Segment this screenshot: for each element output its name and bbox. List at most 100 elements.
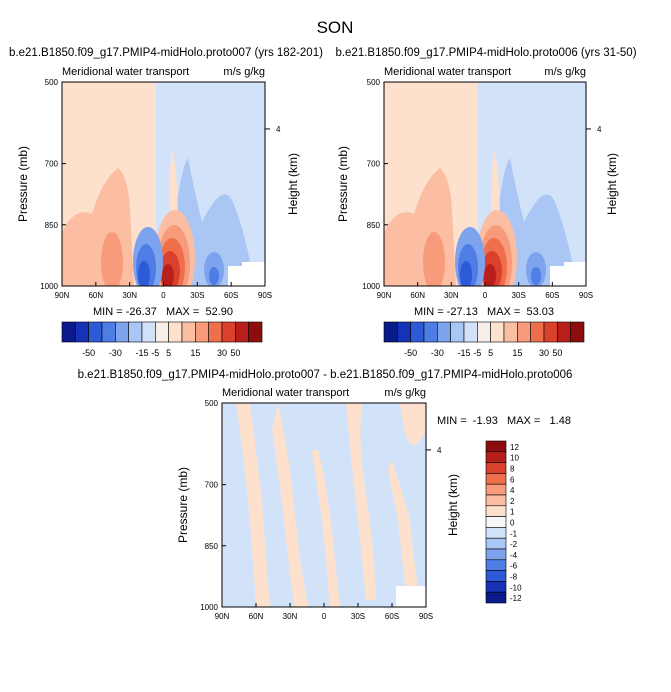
panel-2-colorbar-swatch bbox=[397, 321, 411, 343]
panel-3-plot bbox=[221, 402, 427, 608]
panel-3-warm-upper-right bbox=[400, 403, 426, 445]
panel-1-title: b.e21.B1850.f09_g17.PMIP4-midHolo.proto0… bbox=[9, 47, 323, 59]
panel-2-warm-l5 bbox=[484, 264, 496, 286]
panel-1-ytick-label: 500 bbox=[45, 78, 59, 87]
panel-3-colorbar-label: -8 bbox=[510, 573, 518, 582]
panel-2-ylabel-right: Height (km) bbox=[605, 153, 619, 215]
panel-3-ytick-label: 500 bbox=[205, 399, 219, 408]
panel-2-colorbar-swatch bbox=[530, 321, 545, 343]
panel-3-axes: 90N 60N 30N 0 30S 60S 90S 500 700 850 1000 4 bbox=[200, 399, 442, 621]
panel-1-colorbar-swatch bbox=[61, 321, 76, 343]
panel-2-colorbar-label: 5 bbox=[488, 348, 493, 358]
panel-3-colorbar-swatch bbox=[485, 473, 507, 485]
panel-3-colorbar-swatch bbox=[485, 462, 507, 474]
panel-1-colorbar-label: -30 bbox=[109, 348, 122, 358]
panel-1-topography-south bbox=[242, 262, 265, 286]
panel-2-warm-north bbox=[423, 232, 445, 286]
panel-1-colorbar-label: -50 bbox=[82, 348, 95, 358]
panel-3-colorbar-swatch bbox=[485, 527, 507, 539]
panel-2-xtick-label: 60N bbox=[410, 291, 425, 300]
panel-3-colorbar-swatch bbox=[485, 483, 507, 496]
panel-1-colorbar-label: -15 bbox=[135, 348, 148, 358]
panel-2-colorbar-label: 50 bbox=[552, 348, 562, 358]
panel-1-colorbar-swatch bbox=[248, 321, 263, 343]
panel-1-shade-upper-south bbox=[169, 150, 178, 230]
panel-2-ytick-label: 500 bbox=[367, 78, 381, 87]
panel-1-xtick-label: 30N bbox=[122, 291, 137, 300]
panel-1-colorbar-swatch bbox=[75, 321, 89, 343]
panel-1-ytick-right-label: 4 bbox=[276, 125, 281, 134]
panel-3-colorbar-label: -6 bbox=[510, 562, 518, 571]
panel-3-xtick-label: 30S bbox=[351, 612, 365, 621]
panel-2-shade-upper-south bbox=[491, 150, 500, 230]
panel-1-colorbar-label: 5 bbox=[166, 348, 171, 358]
panel-2-colorbar-swatch bbox=[517, 321, 531, 343]
panel-2-colorbar-swatch bbox=[437, 321, 451, 343]
panel-1-colorbar-swatch bbox=[88, 321, 103, 343]
panel-1-stats: MIN = -26.37 MAX = 52.90 bbox=[93, 306, 233, 318]
panel-2: b.e21.B1850.f09_g17.PMIP4-midHolo.proto0… bbox=[335, 47, 636, 358]
panel-2-colorbar-swatch bbox=[383, 321, 398, 343]
panel-2-ylabel: Pressure (mb) bbox=[336, 146, 350, 222]
panel-3-subtitle-left: Meridional water transport bbox=[222, 387, 349, 399]
panel-3-colorbar-label: 4 bbox=[510, 486, 515, 495]
panel-3-xtick-label: 0 bbox=[322, 612, 327, 621]
panel-3-ylabel-right: Height (km) bbox=[446, 474, 460, 536]
panel-3-colorbar-swatch bbox=[485, 570, 507, 582]
panel-2-colorbar-swatch bbox=[463, 321, 478, 343]
panel-3-xtick-label: 60N bbox=[249, 612, 264, 621]
panel-2-xtick-label: 30N bbox=[444, 291, 459, 300]
panel-3-warm-band-4 bbox=[346, 403, 376, 600]
panel-2-colorbar-swatch bbox=[423, 321, 438, 343]
panel-2-colorbar-swatch bbox=[570, 321, 585, 343]
panel-2-colorbar-swatch bbox=[410, 321, 425, 343]
panel-2-stats: MIN = -27.13 MAX = 53.03 bbox=[414, 306, 554, 318]
panel-1-plot bbox=[61, 81, 266, 287]
panel-1-colorbar-swatch bbox=[235, 321, 249, 343]
panel-2-plot bbox=[383, 81, 587, 287]
panel-1-warm-north bbox=[101, 232, 123, 286]
figure-title: SON bbox=[317, 18, 354, 37]
panel-1-subtitle-left: Meridional water transport bbox=[62, 66, 189, 78]
panel-3-ylabel: Pressure (mb) bbox=[176, 467, 190, 543]
panel-3: b.e21.B1850.f09_g17.PMIP4-midHolo.proto0… bbox=[78, 369, 573, 621]
panel-3-xtick-label: 30N bbox=[283, 612, 298, 621]
panel-3-colorbar-swatch bbox=[485, 548, 507, 561]
panel-2-ytick-label: 1000 bbox=[362, 282, 380, 291]
panel-1-ytick-label: 1000 bbox=[40, 282, 58, 291]
panel-3-colorbar-label: 12 bbox=[510, 443, 519, 452]
panel-1-colorbar-swatch bbox=[155, 321, 169, 343]
panel-1-colorbar-label: 50 bbox=[230, 348, 240, 358]
panel-2-colorbar-swatch bbox=[503, 321, 518, 343]
panel-1: b.e21.B1850.f09_g17.PMIP4-midHolo.proto0… bbox=[9, 47, 323, 358]
panel-3-xtick-label: 60S bbox=[385, 612, 399, 621]
panel-3-colorbar-label: -12 bbox=[510, 594, 522, 603]
panel-1-colorbar-swatch bbox=[195, 321, 209, 343]
panel-2-colorbar-swatch bbox=[543, 321, 558, 343]
panel-1-ylabel-right: Height (km) bbox=[286, 153, 300, 215]
panel-2-cold-l3 bbox=[460, 261, 472, 286]
panel-1-colorbar-label: 30 bbox=[217, 348, 227, 358]
panel-3-colorbar-label: 0 bbox=[510, 519, 515, 528]
panel-3-colorbar-swatch bbox=[485, 591, 507, 604]
panel-3-colorbar-label: -1 bbox=[510, 529, 518, 538]
panel-1-colorbar-swatch bbox=[128, 321, 143, 343]
panel-1-colorbar-swatch bbox=[181, 321, 196, 343]
panel-2-colorbar-swatch bbox=[450, 321, 465, 343]
panel-1-ylabel: Pressure (mb) bbox=[16, 146, 30, 222]
panel-3-colorbar-swatch bbox=[485, 581, 507, 593]
panel-2-colorbar-label: -50 bbox=[404, 348, 417, 358]
panel-2-subtitle-left: Meridional water transport bbox=[384, 66, 511, 78]
panel-2-colorbar-label: -5 bbox=[473, 348, 481, 358]
panel-3-title: b.e21.B1850.f09_g17.PMIP4-midHolo.proto0… bbox=[78, 369, 573, 381]
panel-3-colorbar-swatch bbox=[485, 559, 507, 571]
panel-1-axes: 90N 60N 30N 0 30S 60S 90S 500 700 850 1000 4 bbox=[40, 78, 281, 300]
panel-2-colorbar-label: 30 bbox=[539, 348, 549, 358]
panel-1-ytick-label: 700 bbox=[45, 160, 59, 169]
panel-1-ytick-label: 850 bbox=[45, 221, 59, 230]
panel-3-colorbar-label: 1 bbox=[510, 508, 515, 517]
panel-3-colorbar-label: 8 bbox=[510, 465, 515, 474]
panel-3-topography bbox=[396, 586, 426, 607]
panel-1-warm-l5 bbox=[162, 264, 174, 286]
